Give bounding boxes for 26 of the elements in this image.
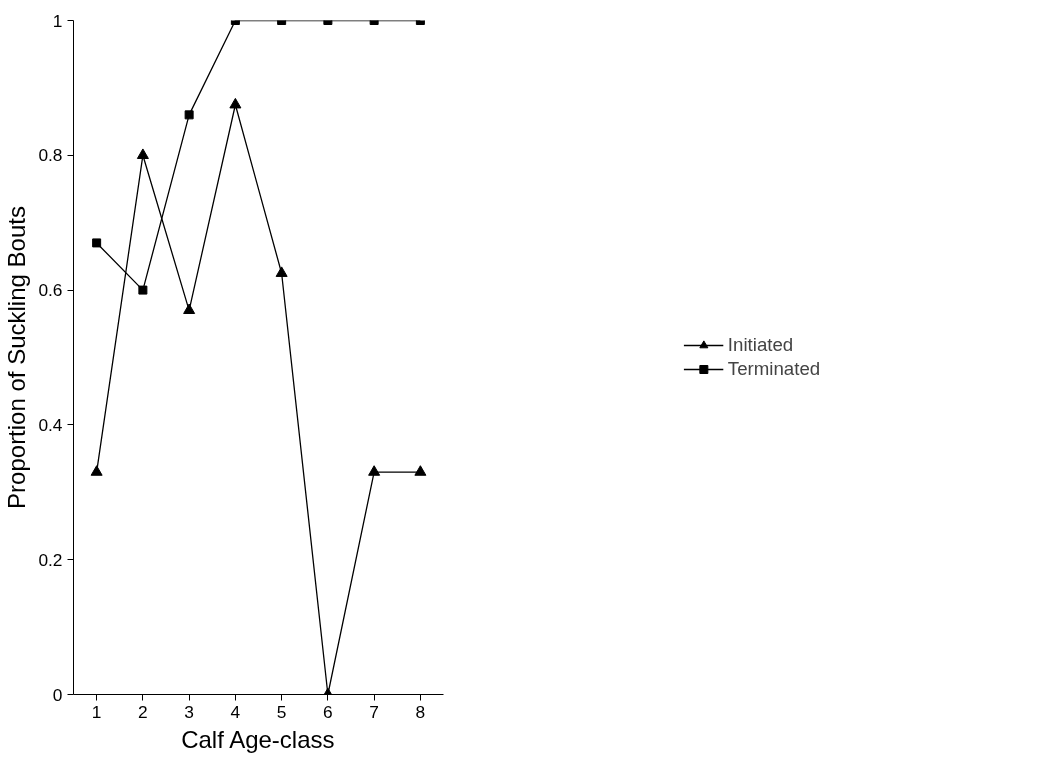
point <box>92 238 102 248</box>
y-tick-label: 0 <box>52 684 63 705</box>
point <box>184 110 194 120</box>
x-tick-label: 7 <box>369 701 379 722</box>
point <box>414 465 427 476</box>
point <box>275 266 288 277</box>
point <box>183 303 196 314</box>
x-axis-title: Calf Age-class <box>181 725 335 753</box>
point <box>368 465 381 476</box>
y-tick-label: 0.6 <box>38 280 63 301</box>
y-tick-label: 1 <box>52 10 63 31</box>
legend-label: Terminated <box>727 358 821 380</box>
x-tick-label: 1 <box>91 701 102 722</box>
x-tick-label: 6 <box>323 701 333 722</box>
x-tick-label: 5 <box>276 701 287 722</box>
y-tick-label: 0.8 <box>38 145 63 166</box>
x-tick-label: 2 <box>138 701 148 722</box>
point <box>90 465 103 476</box>
x-tick-label: 8 <box>415 701 426 722</box>
y-tick-label: 0.4 <box>38 414 63 435</box>
x-tick-label: 4 <box>230 701 241 722</box>
y-axis-title: Proportion of Suckling Bouts <box>3 206 31 509</box>
y-tick-label: 0.2 <box>38 549 63 570</box>
x-tick-label: 3 <box>184 701 194 722</box>
point <box>138 285 148 295</box>
legend-label: Initiated <box>727 334 794 356</box>
